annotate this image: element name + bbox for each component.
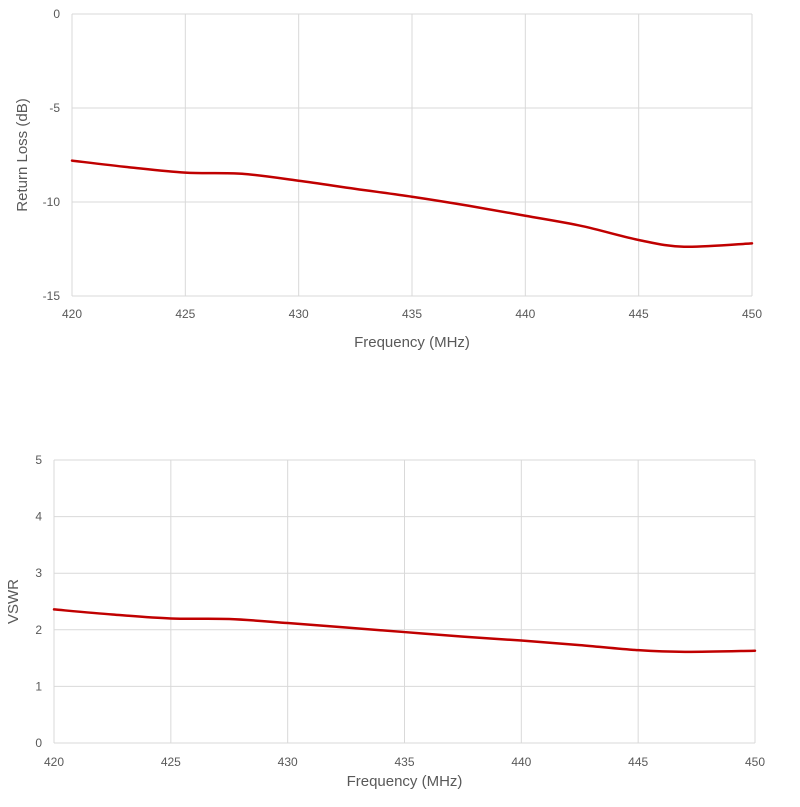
x-axis-label: Frequency (MHz) xyxy=(354,334,470,351)
x-tick-label: 440 xyxy=(515,307,535,321)
y-axis-label: VSWR xyxy=(5,579,22,624)
series-line xyxy=(70,159,754,249)
x-tick-label: 435 xyxy=(394,755,414,769)
y-tick-label: 2 xyxy=(35,623,42,637)
y-tick-label: 1 xyxy=(35,679,42,693)
chart-2: 0 1 2 3 4 5 420 425 430 435 440 445 450 Frequency (MH… xyxy=(5,453,765,790)
y-tick-label: 5 xyxy=(35,453,42,467)
x-tick-label: 425 xyxy=(175,307,195,321)
x-tick-label: 445 xyxy=(629,307,649,321)
y-tick-label: -5 xyxy=(49,101,60,115)
y-tick-label: 0 xyxy=(35,736,42,750)
x-tick-label: 450 xyxy=(745,755,765,769)
x-tick-label: 435 xyxy=(402,307,422,321)
x-tick-label: 425 xyxy=(161,755,181,769)
x-tick-label: 450 xyxy=(742,307,762,321)
y-tick-label: -10 xyxy=(43,195,61,209)
x-tick-label: 420 xyxy=(44,755,64,769)
series-line xyxy=(52,608,757,654)
x-tick-label: 430 xyxy=(289,307,309,321)
y-axis-label: Return Loss (dB) xyxy=(14,98,31,211)
x-tick-label: 440 xyxy=(511,755,531,769)
x-tick-label: 420 xyxy=(62,307,82,321)
x-tick-label: 430 xyxy=(278,755,298,769)
x-axis-label: Frequency (MHz) xyxy=(347,773,463,790)
x-tick-label: 445 xyxy=(628,755,648,769)
y-tick-label: -15 xyxy=(43,289,61,303)
y-tick-label: 0 xyxy=(53,7,60,21)
y-tick-label: 4 xyxy=(35,510,42,524)
y-tick-label: 3 xyxy=(35,566,42,580)
